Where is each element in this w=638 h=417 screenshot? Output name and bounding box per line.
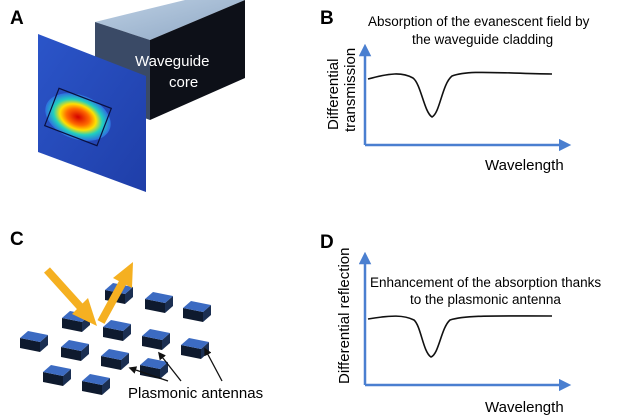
- panel-d-x-label: Wavelength: [485, 399, 564, 416]
- mode-intensity-profile: [43, 87, 113, 147]
- panel-d: D Enhancement of the absorption thanks t…: [320, 232, 601, 416]
- panel-d-caption-line1: Enhancement of the absorption thanks: [370, 275, 601, 290]
- panel-b-letter: B: [320, 8, 334, 29]
- panel-d-reflection-curve: [367, 315, 553, 358]
- antenna-block: [82, 374, 110, 395]
- reflected-light-arrow: [97, 262, 133, 324]
- panel-d-y-label: Differential reflection: [336, 248, 353, 384]
- antenna-block: [101, 349, 129, 370]
- antenna-block: [20, 331, 48, 352]
- panel-a-letter: A: [10, 8, 24, 29]
- antenna-block: [145, 292, 173, 313]
- antenna-array: [20, 283, 211, 395]
- panel-c-letter: C: [10, 229, 24, 250]
- antenna-block: [142, 329, 170, 350]
- plasmonic-antennas-label: Plasmonic antennas: [128, 385, 263, 402]
- waveguide-core-label-line2: core: [169, 74, 198, 91]
- waveguide-core-top: [95, 0, 245, 40]
- panel-b: B Absorption of the evanescent field by …: [320, 8, 590, 174]
- antenna-block: [140, 358, 168, 379]
- incident-light-arrow: [44, 267, 97, 326]
- antenna-pointer-3: [204, 347, 223, 382]
- panel-b-y-label: Differential transmission: [325, 48, 359, 132]
- panel-b-y-label-line1: Differential: [325, 59, 342, 130]
- panel-b-transmission-curve: [367, 71, 553, 118]
- waveguide-core-right-side: [150, 0, 245, 120]
- antenna-pointer-1: [128, 366, 169, 382]
- antenna-block: [183, 301, 211, 322]
- panel-a: A Waveguide core: [10, 0, 245, 192]
- panel-d-letter: D: [320, 232, 334, 253]
- panel-b-y-label-line2: transmission: [342, 48, 359, 132]
- waveguide-core-label-line1: Waveguide: [135, 53, 210, 70]
- panel-d-caption-line2: to the plasmonic antenna: [410, 292, 561, 307]
- antenna-block: [181, 338, 209, 359]
- panel-b-caption-line1: Absorption of the evanescent field by: [368, 14, 590, 29]
- antenna-block: [61, 340, 89, 361]
- panel-b-x-label: Wavelength: [485, 157, 564, 174]
- antenna-block: [43, 365, 71, 386]
- antenna-block: [103, 320, 131, 341]
- panel-b-caption-line2: the waveguide cladding: [412, 32, 553, 47]
- panel-c: C Plasmonic antennas: [10, 229, 263, 402]
- antenna-pointer-2: [158, 351, 182, 382]
